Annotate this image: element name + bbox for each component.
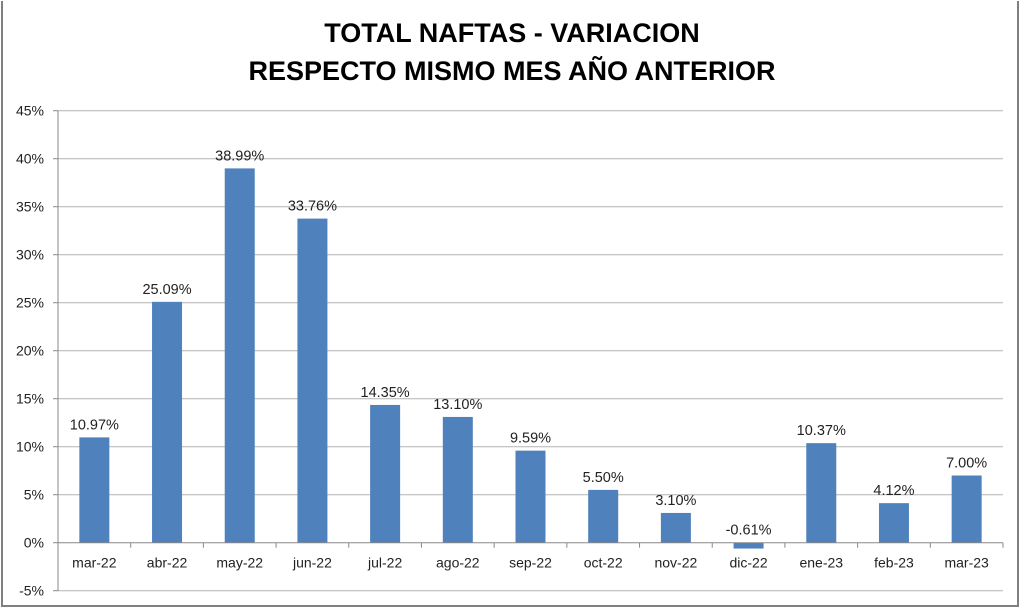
x-tick-label: ene-23 — [799, 555, 843, 571]
x-tick-label: jul-22 — [367, 555, 402, 571]
bar-mar-23 — [951, 475, 982, 543]
data-label: 25.09% — [142, 282, 191, 298]
bar-jun-22 — [297, 218, 328, 543]
bar-sep-22 — [515, 450, 546, 543]
data-label: 4.12% — [873, 483, 914, 499]
data-label: 5.50% — [583, 470, 624, 486]
x-tick-label: mar-22 — [72, 555, 117, 571]
y-tick-label: 35% — [16, 199, 44, 215]
bar-ago-22 — [442, 416, 473, 543]
bar-feb-23 — [878, 503, 909, 543]
bar-jul-22 — [370, 404, 401, 543]
x-tick-label: dic-22 — [730, 555, 768, 571]
y-tick-label: 30% — [16, 247, 44, 263]
x-tick-label: sep-22 — [509, 555, 552, 571]
bar-mar-22 — [79, 437, 110, 543]
y-tick-label: 15% — [16, 391, 44, 407]
bar-ene-23 — [806, 443, 837, 543]
data-label: 3.10% — [655, 493, 696, 509]
y-tick-label: 40% — [16, 151, 44, 167]
data-label: -0.61% — [726, 523, 772, 539]
x-tick-label: ago-22 — [436, 555, 480, 571]
x-tick-label: feb-23 — [874, 555, 914, 571]
y-tick-label: -5% — [19, 583, 44, 599]
data-label: 38.99% — [215, 148, 264, 164]
y-tick-label: 5% — [24, 487, 44, 503]
x-tick-label: jun-22 — [292, 555, 332, 571]
bar-dic-22 — [733, 542, 764, 549]
x-tick-label: abr-22 — [147, 555, 188, 571]
data-label: 14.35% — [361, 385, 410, 401]
x-tick-label: mar-23 — [944, 555, 989, 571]
y-tick-label: 0% — [24, 535, 44, 551]
x-tick-label: oct-22 — [584, 555, 623, 571]
bar-nov-22 — [660, 512, 691, 543]
x-tick-label: may-22 — [216, 555, 263, 571]
data-label: 9.59% — [510, 431, 551, 447]
data-label: 7.00% — [946, 456, 987, 472]
data-label: 10.37% — [797, 423, 846, 439]
chart-title-line-1: TOTAL NAFTAS - VARIACION — [324, 18, 699, 48]
data-label: 33.76% — [288, 199, 337, 215]
bar-may-22 — [224, 168, 255, 543]
bar-abr-22 — [152, 301, 183, 543]
y-tick-label: 10% — [16, 439, 44, 455]
data-label: 13.10% — [433, 397, 482, 413]
chart-title-line-2: RESPECTO MISMO MES AÑO ANTERIOR — [248, 55, 775, 86]
bar-oct-22 — [588, 489, 619, 543]
x-tick-label: nov-22 — [654, 555, 697, 571]
y-tick-label: 45% — [16, 103, 44, 119]
data-label: 10.97% — [70, 417, 119, 433]
y-tick-label: 20% — [16, 343, 44, 359]
y-tick-label: 25% — [16, 295, 44, 311]
